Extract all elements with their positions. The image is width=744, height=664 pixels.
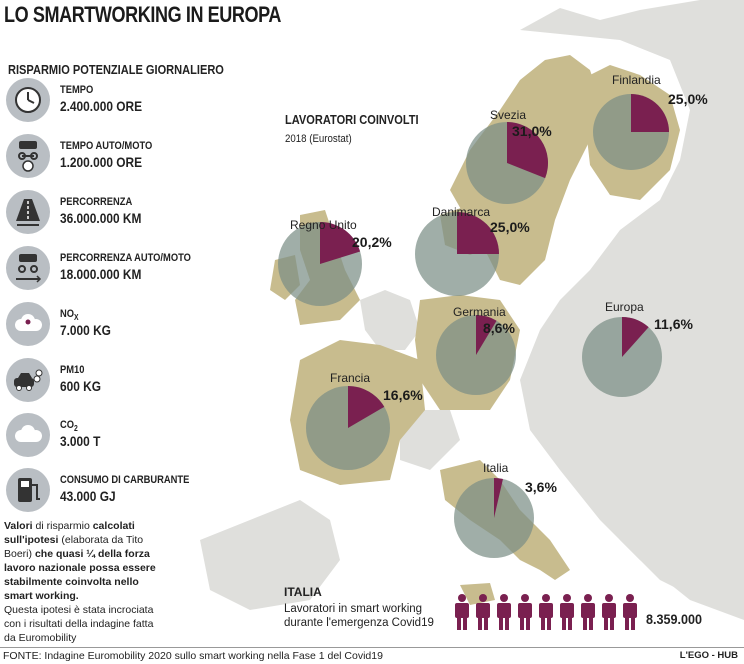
item-label-main: CO — [60, 419, 75, 431]
pie-slice — [457, 212, 499, 254]
item-tempo-auto-moto: TEMPO AUTO/MOTO 1.200.000 ORE — [6, 134, 236, 180]
item-nox: NOX 7.000 KG — [6, 302, 236, 348]
item-label: NOX — [60, 308, 79, 322]
item-label-main: NO — [60, 308, 75, 320]
cloud-nox-icon — [6, 302, 50, 346]
note-bold-2: calcolati sull'ipotesi — [4, 520, 135, 546]
pie-value-label: 20,2% — [352, 234, 392, 250]
pie-value-label: 25,0% — [668, 91, 708, 107]
pie-value-label: 8,6% — [483, 320, 515, 336]
item-percorrenza-auto-moto: PERCORRENZA AUTO/MOTO 18.000.000 KM — [6, 246, 236, 292]
pie-slice — [494, 478, 503, 518]
item-value: 2.400.000 ORE — [60, 98, 143, 114]
italia-line-1: Lavoratori in smart working — [284, 603, 423, 615]
item-label-sub: X — [74, 313, 79, 323]
pie-country-label: Finlandia — [612, 73, 661, 87]
pie-francia: Francia 16,6% — [306, 371, 423, 470]
pie-value-label: 16,6% — [383, 387, 423, 403]
car-smoke-icon — [6, 358, 50, 402]
item-value: 1.200.000 ORE — [60, 154, 143, 170]
people-icons — [455, 594, 637, 630]
item-value: 600 KG — [60, 378, 102, 394]
person-icon — [581, 594, 595, 630]
cloud-co2-icon — [6, 413, 50, 457]
pie-slice — [622, 317, 649, 357]
item-label: PERCORRENZA — [60, 196, 133, 208]
pie-country-label: Francia — [330, 371, 370, 385]
item-tempo: TEMPO 2.400.000 ORE — [6, 78, 236, 124]
pie-country-label: Svezia — [490, 108, 526, 122]
pie-value-label: 11,6% — [654, 316, 693, 332]
page-title: LO SMARTWORKING IN EUROPA — [4, 2, 282, 27]
italia-title: ITALIA — [284, 585, 322, 599]
brand-logo: L'EGO - HUB — [679, 650, 738, 661]
panel-title: RISPARMIO POTENZIALE GIORNALIERO — [8, 62, 224, 77]
chart-subtitle: 2018 (Eurostat) — [285, 133, 352, 145]
item-percorrenza: PERCORRENZA 36.000.000 KM — [6, 190, 236, 236]
person-icon — [476, 594, 490, 630]
methodology-note: Valori di risparmio calcolati sull'ipote… — [4, 519, 164, 645]
note-bold-3: che quasi ¼ della forza lavoro nazionale… — [4, 548, 156, 602]
car-moto-clock-icon — [6, 134, 50, 178]
person-icon — [560, 594, 574, 630]
item-label: TEMPO AUTO/MOTO — [60, 140, 153, 152]
footer: FONTE: Indagine Euromobility 2020 sullo … — [0, 647, 744, 664]
italia-line-2: durante l'emergenza Covid19 — [284, 617, 434, 629]
item-value: 43.000 GJ — [60, 488, 116, 504]
item-label: PM10 — [60, 364, 85, 376]
person-icon — [623, 594, 637, 630]
source-text: FONTE: Indagine Euromobility 2020 sullo … — [3, 650, 383, 662]
pie-country-label: Danimarca — [432, 205, 490, 219]
note-text-3: Questa ipotesi è stata incrociata con i … — [4, 604, 154, 644]
car-moto-road-icon — [6, 246, 50, 290]
item-label: CONSUMO DI CARBURANTE — [60, 474, 190, 486]
pie-slice — [348, 386, 385, 428]
note-text-1: di risparmio — [32, 520, 93, 532]
pie-slice — [320, 222, 361, 264]
fuel-pump-icon — [6, 468, 50, 512]
item-label: CO2 — [60, 419, 78, 433]
road-icon — [6, 190, 50, 234]
pie-slice — [476, 315, 497, 355]
item-label-sub: 2 — [74, 424, 78, 434]
item-value: 18.000.000 KM — [60, 266, 142, 282]
pie-value-label: 3,6% — [525, 479, 557, 495]
pie-europa: Europa 11,6% — [582, 300, 693, 397]
pie-country-label: Italia — [483, 461, 509, 475]
item-pm10: PM10 600 KG — [6, 358, 236, 404]
pie-regno-unito: Regno Unito 20,2% — [278, 218, 392, 306]
note-text-2: (elaborata da Tito Boeri) — [4, 534, 144, 560]
pie-country-label: Regno Unito — [290, 218, 357, 232]
pie-italia: Italia 3,6% — [454, 461, 557, 558]
person-icon — [497, 594, 511, 630]
person-icon — [518, 594, 532, 630]
pie-slice — [631, 94, 669, 132]
person-icon — [455, 594, 469, 630]
clock-icon — [6, 78, 50, 122]
item-value: 36.000.000 KM — [60, 210, 142, 226]
pie-country-label: Germania — [453, 305, 506, 319]
item-label: TEMPO — [60, 84, 94, 96]
pie-country-label: Europa — [605, 300, 644, 314]
person-icon — [602, 594, 616, 630]
pie-finlandia: Finlandia 25,0% — [593, 73, 708, 170]
item-label: PERCORRENZA AUTO/MOTO — [60, 252, 191, 264]
item-value: 7.000 KG — [60, 322, 111, 338]
italia-caption: Lavoratori in smart working durante l'em… — [284, 602, 434, 630]
item-carburante: CONSUMO DI CARBURANTE 43.000 GJ — [6, 468, 236, 514]
pie-value-label: 31,0% — [512, 123, 552, 139]
pie-slice — [507, 121, 548, 179]
person-icon — [539, 594, 553, 630]
item-co2: CO2 3.000 T — [6, 413, 236, 459]
item-value: 3.000 T — [60, 433, 101, 449]
chart-title: LAVORATORI COINVOLTI — [285, 112, 419, 127]
italia-workers-value: 8.359.000 — [646, 611, 703, 627]
pie-value-label: 25,0% — [490, 219, 530, 235]
note-bold-1: Valori — [4, 520, 33, 532]
